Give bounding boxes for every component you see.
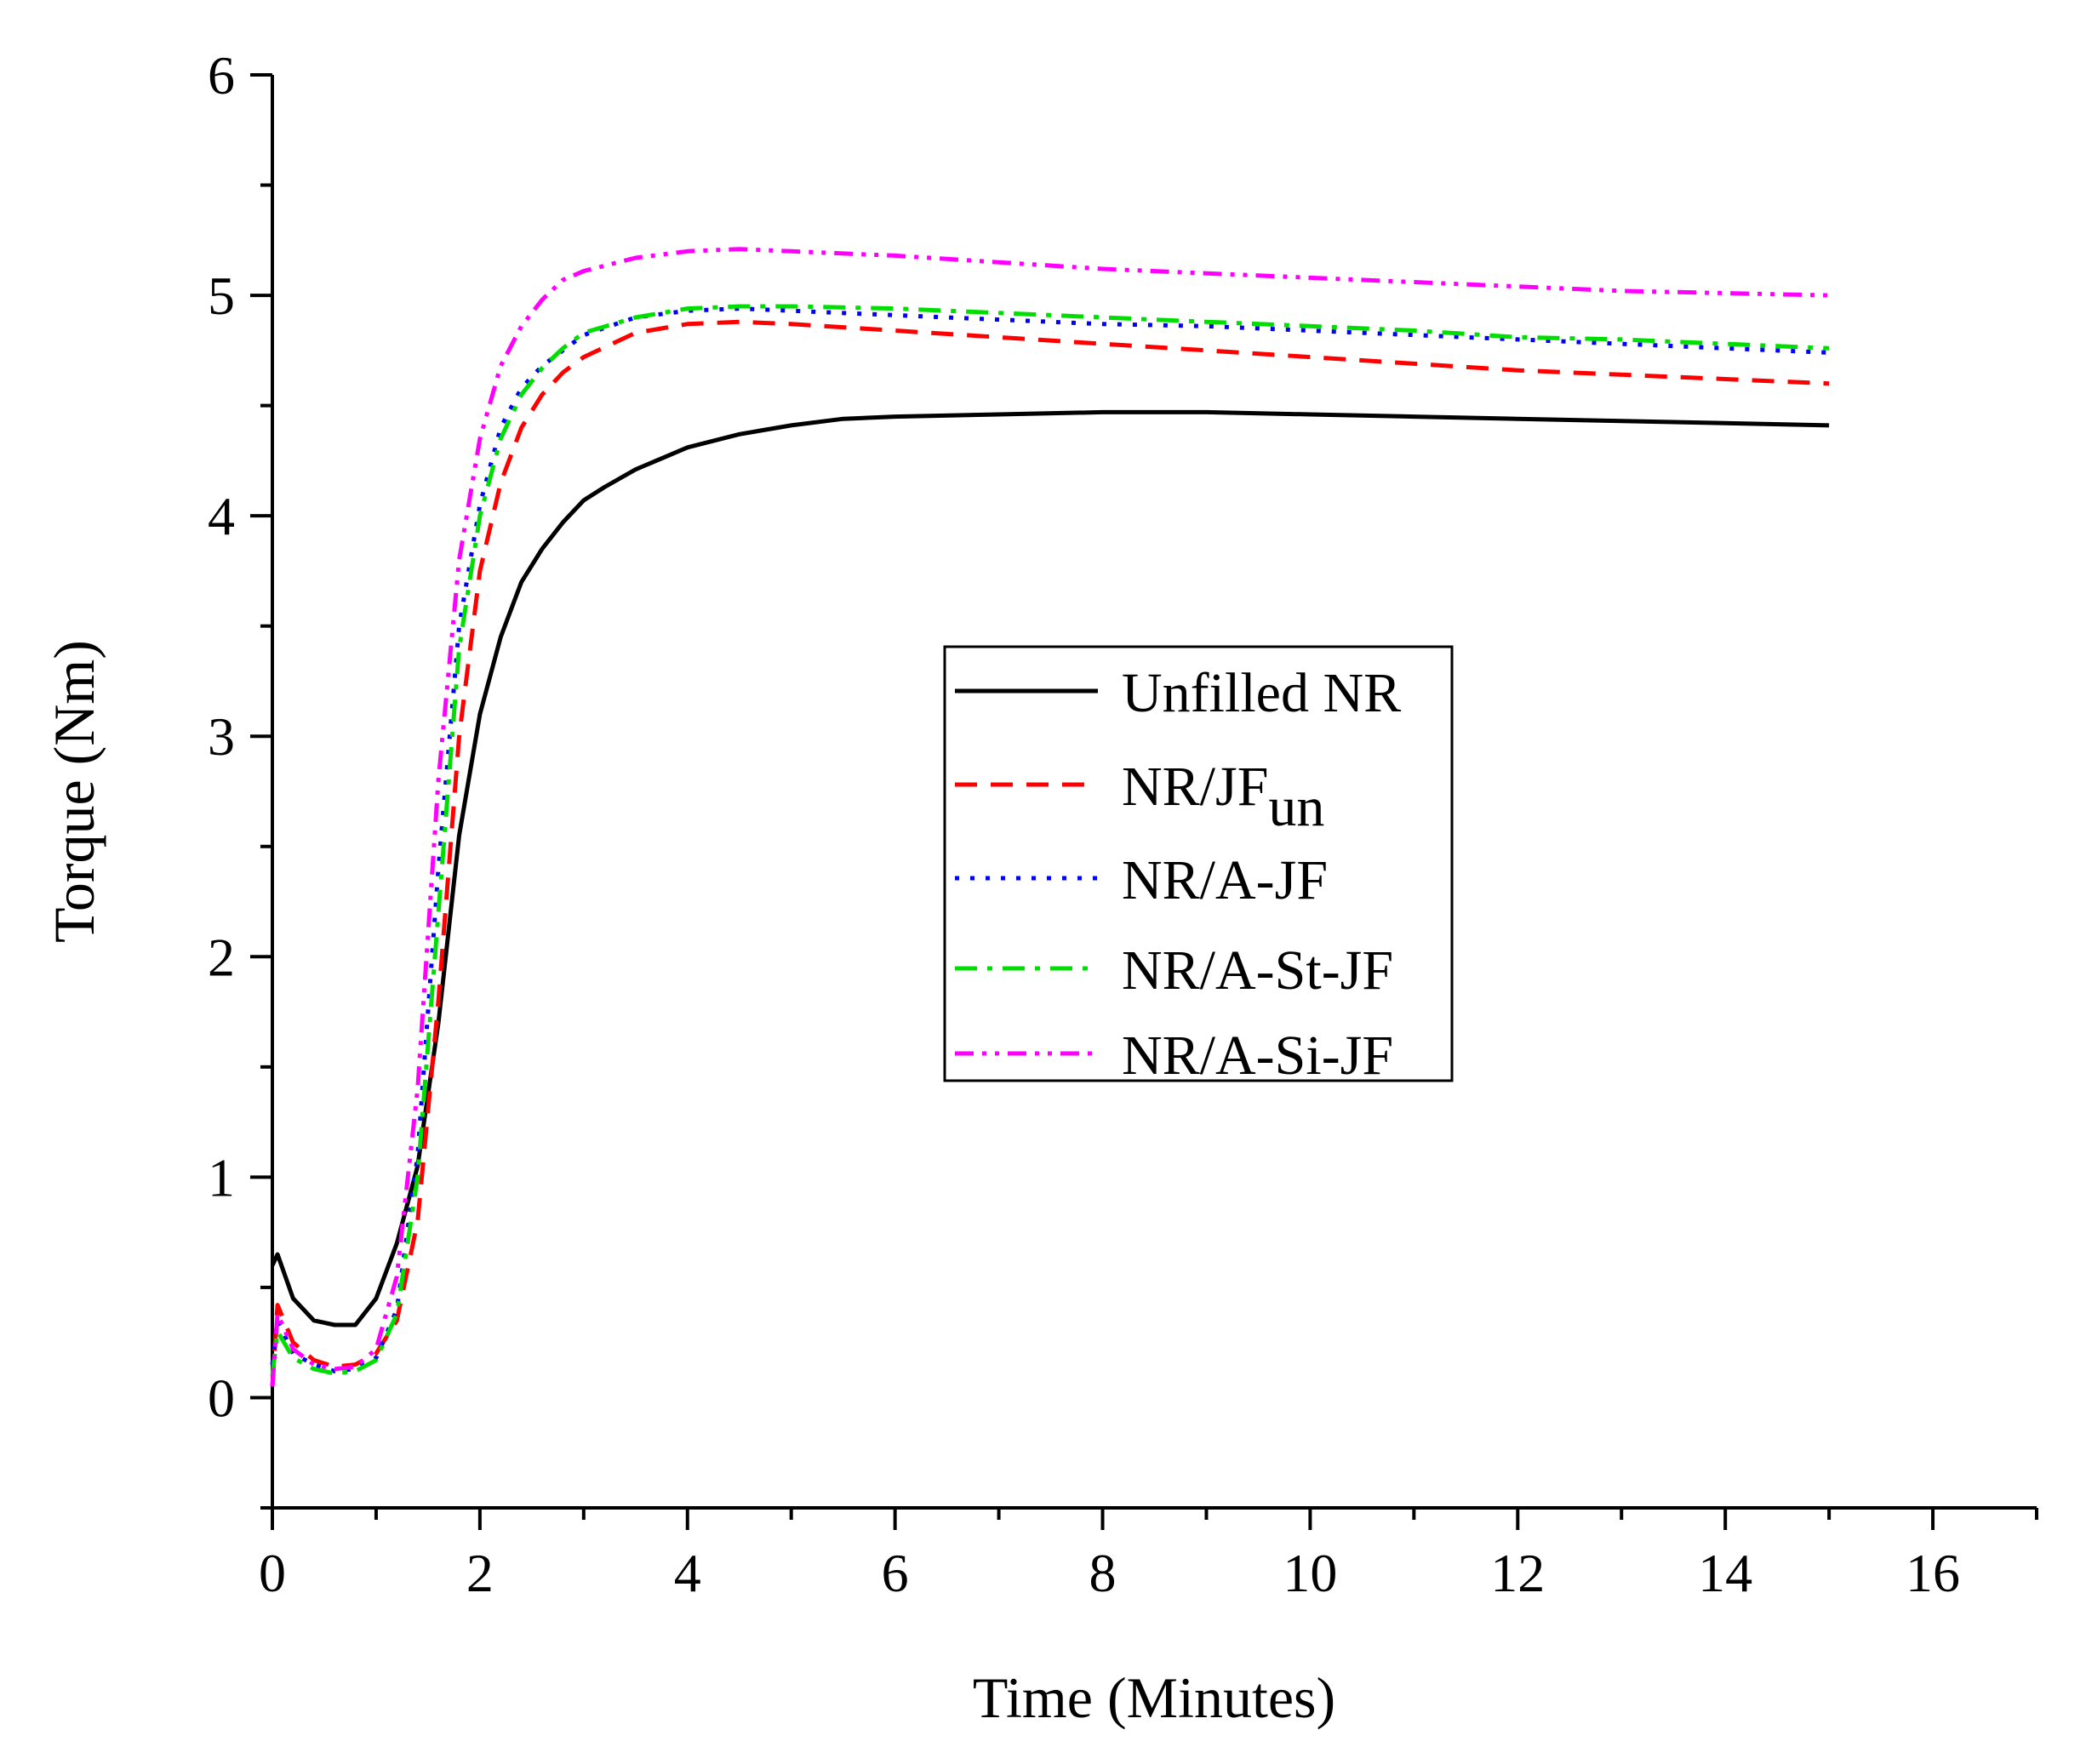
y-tick-label: 4: [208, 486, 235, 546]
y-tick-label: 3: [208, 706, 235, 767]
series-line-2: [270, 319, 1830, 1387]
x-tick-label: 6: [882, 1543, 909, 1603]
x-tick-label: 8: [1089, 1543, 1117, 1603]
x-tick-label: 16: [1906, 1543, 1960, 1603]
series-line-5: [270, 247, 1830, 1387]
y-tick-label: 1: [208, 1147, 235, 1207]
x-tick-label: 14: [1698, 1543, 1752, 1603]
x-tick-label: 10: [1283, 1543, 1337, 1603]
series-group: [270, 247, 1830, 1387]
series-line-1: [270, 409, 1830, 1327]
legend: Unfilled NRNR/JFunNR/A-JFNR/A-St-JFNR/A-…: [943, 645, 1454, 1087]
legend-label-1: Unfilled NR: [1122, 662, 1401, 724]
legend-label-5: NR/A-Si-JF: [1122, 1025, 1393, 1087]
axes: [271, 75, 2037, 1510]
x-tick-label: 12: [1490, 1543, 1545, 1603]
y-tick-label: 0: [208, 1367, 235, 1428]
y-axis-title: Torque (Nm): [42, 640, 106, 943]
y-tick-label: 2: [208, 927, 235, 987]
x-tick-label: 2: [466, 1543, 494, 1603]
x-tick-label: 0: [259, 1543, 286, 1603]
y-tick-label: 5: [208, 265, 235, 326]
series-line-4: [270, 304, 1830, 1376]
legend-subscript: un: [1268, 776, 1324, 838]
x-tick-label: 4: [674, 1543, 701, 1603]
legend-box: [943, 645, 1454, 1082]
legend-label-4: NR/A-St-JF: [1122, 939, 1393, 1002]
ticks: [250, 73, 2038, 1530]
x-axis-title: Time (Minutes): [973, 1665, 1335, 1730]
y-tick-label: 6: [208, 45, 235, 106]
legend-label-3: NR/A-JF: [1122, 849, 1328, 911]
